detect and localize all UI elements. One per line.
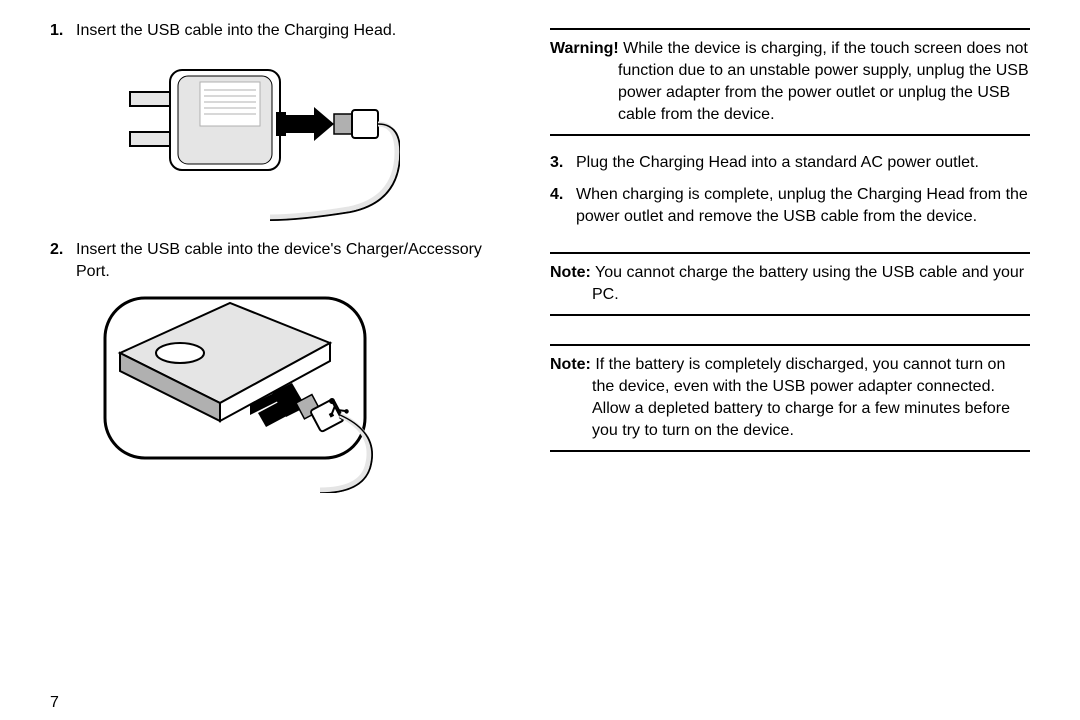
note-2-label: Note:	[550, 356, 591, 373]
note-1-label: Note:	[550, 264, 591, 281]
note-2-block: Note: If the battery is completely disch…	[550, 354, 1030, 442]
figure-charging-head	[100, 52, 510, 227]
step-3-text: Plug the Charging Head into a standard A…	[576, 152, 979, 174]
note-2-text: If the battery is completely discharged,…	[591, 356, 1010, 439]
note-1-text: You cannot charge the battery using the …	[591, 264, 1024, 303]
step-4-text: When charging is complete, unplug the Ch…	[576, 184, 1030, 228]
divider	[550, 344, 1030, 346]
warning-text: While the device is charging, if the tou…	[618, 40, 1029, 123]
step-3-number: 3.	[550, 152, 576, 174]
step-1-text: Insert the USB cable into the Charging H…	[76, 20, 396, 42]
divider	[550, 314, 1030, 316]
note-1-block: Note: You cannot charge the battery usin…	[550, 262, 1030, 306]
step-2-number: 2.	[50, 239, 76, 261]
step-2-text: Insert the USB cable into the device's C…	[76, 239, 510, 283]
page-number: 7	[50, 694, 59, 712]
step-1: 1. Insert the USB cable into the Chargin…	[50, 20, 510, 42]
divider	[550, 450, 1030, 452]
warning-label: Warning!	[550, 40, 619, 57]
divider	[550, 28, 1030, 30]
figure-device-port	[100, 293, 510, 498]
step-4: 4. When charging is complete, unplug the…	[550, 184, 1030, 228]
divider	[550, 134, 1030, 136]
step-2: 2. Insert the USB cable into the device'…	[50, 239, 510, 283]
step-3: 3. Plug the Charging Head into a standar…	[550, 152, 1030, 174]
step-1-number: 1.	[50, 20, 76, 42]
divider	[550, 252, 1030, 254]
step-4-number: 4.	[550, 184, 576, 206]
warning-block: Warning! While the device is charging, i…	[550, 38, 1030, 126]
